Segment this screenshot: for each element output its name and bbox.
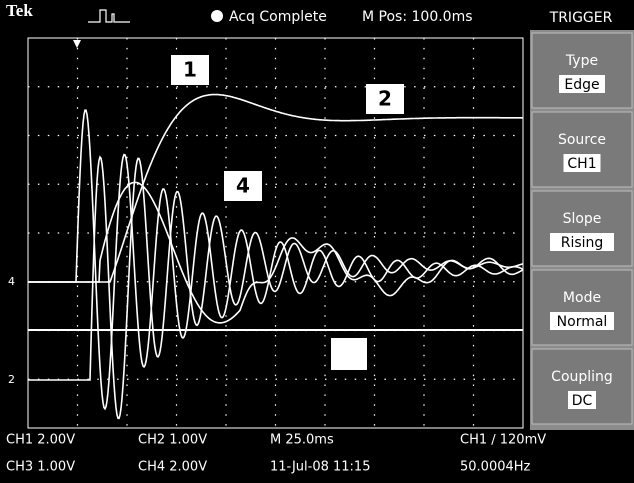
status-text: 50.0004Hz	[460, 460, 531, 475]
menu-value: DC	[572, 393, 593, 409]
channel-marker: 2	[8, 373, 15, 386]
menu-value: Rising	[561, 235, 604, 251]
status-text: CH3 1.00V	[6, 460, 75, 475]
status-text: CH1 ∕ 120mV	[460, 433, 546, 448]
menu-label: Mode	[563, 290, 601, 306]
status-text: M 25.0ms	[270, 433, 334, 448]
side-menu: Type Edge Source CH1 Slope Rising Mode Normal Co…	[530, 30, 634, 430]
menu-button[interactable]	[532, 112, 632, 187]
menu-label: Source	[558, 132, 606, 148]
menu-label: Coupling	[551, 369, 613, 385]
menu-value: Edge	[564, 77, 599, 93]
status-text: 11-Jul-08 11:15	[270, 460, 370, 475]
status-text: CH4 2.00V	[138, 460, 207, 475]
status-text: CH1 2.00V	[6, 433, 75, 448]
menu-button[interactable]	[532, 33, 632, 108]
status-text: CH2 1.00V	[138, 433, 207, 448]
brand: Tek	[6, 1, 33, 20]
blank-box	[331, 338, 367, 370]
menu-title: TRIGGER	[549, 10, 613, 26]
trace-label: 1	[183, 58, 197, 82]
menu-value: Normal	[557, 314, 608, 330]
trace-label: 4	[236, 174, 250, 198]
menu-button[interactable]	[532, 349, 632, 424]
menu-button[interactable]	[532, 270, 632, 345]
status-dot	[211, 10, 223, 22]
menu-label: Slope	[563, 211, 602, 227]
channel-marker: 4	[8, 275, 15, 288]
trace-label: 2	[378, 87, 392, 111]
m-pos: M Pos: 100.0ms	[362, 9, 473, 25]
menu-value: CH1	[567, 156, 596, 172]
oscilloscope-screen: Tek Acq Complete M Pos: 100.0ms TRIGGER …	[0, 0, 634, 479]
menu-label: Type	[565, 53, 598, 69]
acq-status: Acq Complete	[229, 9, 327, 25]
menu-button[interactable]	[532, 191, 632, 266]
